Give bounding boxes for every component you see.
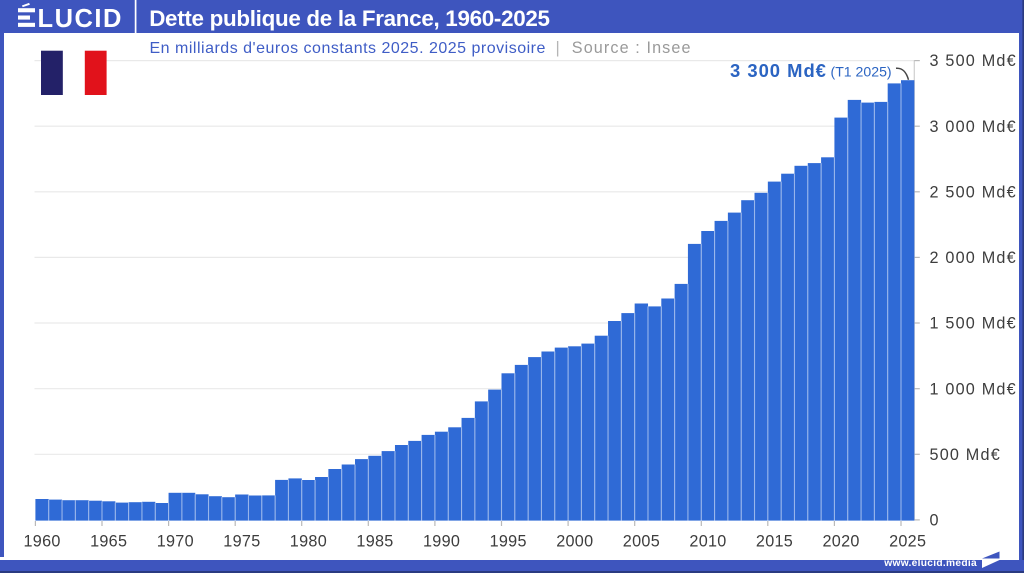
svg-text:2010: 2010 [689,532,726,550]
svg-text:2020: 2020 [822,532,859,550]
svg-text:En milliards d'euros constants: En milliards d'euros constants 2025. 202… [150,40,546,57]
svg-text:3 000 Md€: 3 000 Md€ [930,118,1017,136]
svg-text:3 300 Md€: 3 300 Md€ [730,60,827,81]
svg-text:Dette publique de la France, 1: Dette publique de la France, 1960-2025 [149,6,550,31]
svg-text:1960: 1960 [23,532,60,550]
svg-text:1965: 1965 [90,532,127,550]
svg-text:www.elucid.media: www.elucid.media [883,558,977,569]
svg-text:1 000 Md€: 1 000 Md€ [930,380,1017,398]
svg-text:LUCID: LUCID [38,5,123,33]
svg-text:1980: 1980 [290,532,327,550]
svg-text:3 500 Md€: 3 500 Md€ [930,52,1017,70]
svg-text:1995: 1995 [490,532,527,550]
svg-text:2005: 2005 [623,532,660,550]
svg-text:|: | [556,39,560,57]
svg-text:2015: 2015 [756,532,793,550]
svg-text:1975: 1975 [223,532,260,550]
svg-text:500 Md€: 500 Md€ [930,446,1001,464]
svg-text:1990: 1990 [423,532,460,550]
svg-text:(T1 2025): (T1 2025) [831,64,892,80]
svg-text:Source : Insee: Source : Insee [572,39,692,57]
svg-text:2 500 Md€: 2 500 Md€ [930,183,1017,201]
svg-text:2 000 Md€: 2 000 Md€ [930,249,1017,267]
svg-text:1 500 Md€: 1 500 Md€ [930,315,1017,333]
svg-text:1970: 1970 [157,532,194,550]
svg-text:2000: 2000 [556,532,593,550]
svg-text:1985: 1985 [356,532,393,550]
svg-text:2025: 2025 [889,532,926,550]
svg-text:0: 0 [930,512,940,530]
